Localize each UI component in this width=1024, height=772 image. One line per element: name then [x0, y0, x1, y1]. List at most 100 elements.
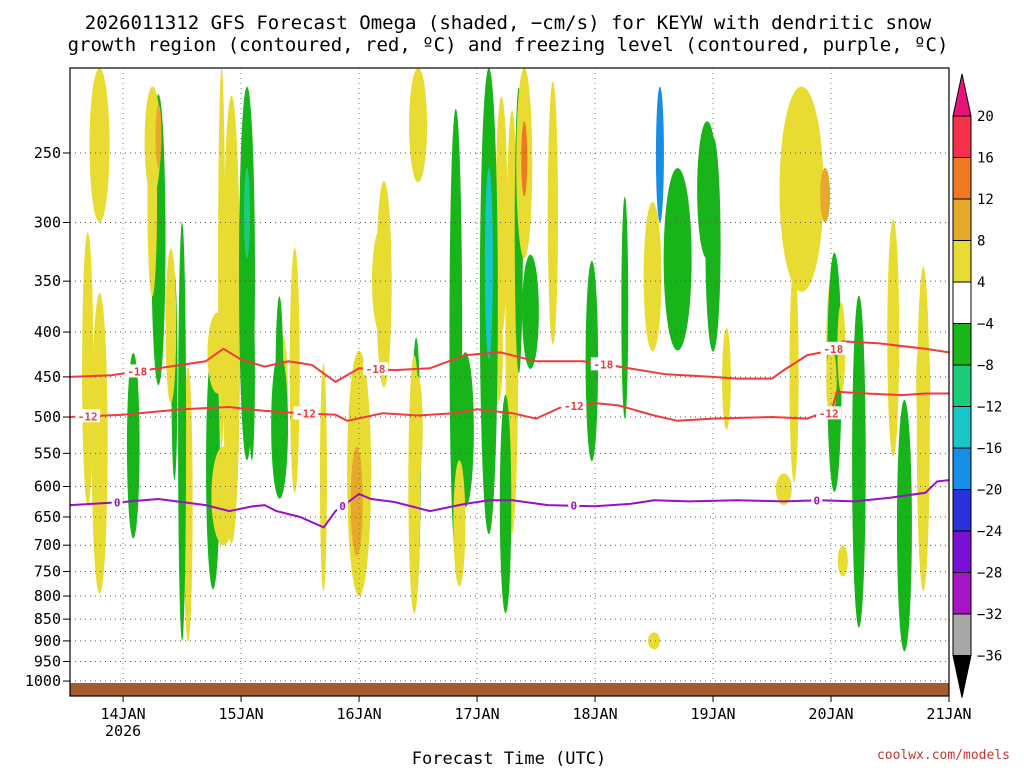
x-tick-label: 17JAN: [454, 705, 499, 723]
shade-blob: [412, 376, 423, 480]
contour-label: -18: [593, 358, 613, 371]
colorbar-label: 16: [977, 151, 994, 167]
contour-label: 0: [570, 500, 577, 513]
x-tick-label: 15JAN: [219, 705, 264, 723]
contour-label-bg: [337, 499, 349, 513]
colorbar-segment: [952, 240, 972, 283]
y-tick-label: 500: [34, 408, 61, 426]
shade-blob: [896, 399, 912, 652]
y-tick-label: 950: [34, 653, 61, 671]
colorbar-top-arrow: [952, 73, 972, 117]
contour-label-bg: [111, 495, 123, 509]
colorbar-segment: [952, 530, 972, 573]
shade-blob: [91, 293, 108, 594]
y-tick-label: 400: [34, 323, 61, 341]
y-tick-label: 550: [34, 444, 61, 462]
contour-label: 0: [114, 496, 121, 509]
colorbar-segment: [952, 447, 972, 490]
shade-blob: [697, 121, 718, 259]
shade-blob: [655, 86, 664, 223]
shade-blob: [820, 167, 831, 223]
shade-blob: [126, 352, 140, 539]
colorbar-label: 4: [977, 275, 985, 291]
x-tick-sublabel: 2026: [105, 722, 141, 740]
colorbar-label: 8: [977, 234, 985, 250]
colorbar-segment: [952, 281, 972, 324]
shade-blob: [643, 201, 662, 352]
contour-line: [69, 390, 949, 422]
colorbar-label: 12: [977, 192, 994, 208]
shade-blob: [271, 352, 289, 499]
shade-blob: [165, 248, 177, 404]
colorbar-segment: [952, 613, 972, 656]
y-tick-label: 900: [34, 632, 61, 650]
ground-strip: [70, 683, 949, 696]
x-tick-label: 21JAN: [926, 705, 971, 723]
chart-title-line2: growth region (contoured, red, ºC) and f…: [68, 34, 949, 56]
y-tick-label: 1000: [25, 672, 61, 690]
shade-blob: [789, 264, 799, 482]
shade-blob: [211, 446, 236, 546]
colorbar-label: −4: [977, 317, 994, 333]
shade-blob: [887, 219, 900, 457]
colorbar-label: −36: [977, 649, 1002, 665]
colorbar-segment: [952, 364, 972, 407]
shade-blob: [238, 86, 255, 461]
shade-blob: [522, 254, 539, 369]
colorbar-segment: [952, 572, 972, 615]
contour-label: -18: [127, 365, 147, 378]
shade-blob: [499, 395, 512, 614]
shade-blob: [376, 181, 392, 388]
x-tick-label: 14JAN: [101, 705, 146, 723]
contour-label: 0: [339, 500, 346, 513]
contour-label: -12: [819, 407, 839, 420]
shade-blob: [178, 222, 187, 641]
y-tick-label: 450: [34, 368, 61, 386]
colorbar-segment: [952, 157, 972, 200]
credit-text: coolwx.com/models: [877, 748, 1010, 763]
contour-label-bg: [820, 341, 846, 355]
shade-blob: [722, 328, 731, 430]
y-tick-label: 700: [34, 536, 61, 554]
contour-line: [69, 340, 950, 384]
contour-label-bg: [568, 498, 580, 512]
y-tick-label: 300: [34, 213, 61, 231]
contours: -18 -18 -18 -18 -12 -12 -12 -12 0 0 0 0: [69, 340, 950, 529]
y-tick-label: 800: [34, 587, 61, 605]
shade-blob: [155, 104, 162, 168]
shade-blob: [409, 68, 428, 183]
colorbar-label: −16: [977, 441, 1002, 457]
contour-label-bg: [363, 362, 389, 376]
shade-blob: [319, 363, 327, 592]
y-tick-label: 600: [34, 477, 61, 495]
x-tick-label: 16JAN: [336, 705, 381, 723]
contour-label: -18: [823, 343, 843, 356]
colorbar-label: 20: [977, 109, 994, 125]
colorbar-label: −8: [977, 358, 994, 374]
y-tick-label: 750: [34, 562, 61, 580]
contour-label-bg: [590, 357, 616, 371]
colorbar-label: −24: [977, 524, 1002, 540]
contour-label-bg: [124, 364, 150, 378]
shade-blob: [852, 295, 866, 628]
shade-blob: [621, 196, 629, 419]
contour-label-bg: [75, 409, 101, 423]
shade-blob: [453, 460, 466, 587]
contour-label: -12: [78, 410, 98, 423]
shade-blob: [495, 96, 508, 334]
colorbar-segment: [952, 115, 972, 158]
shade-blob: [243, 167, 250, 259]
shade-blob: [350, 446, 363, 556]
x-tick-label: 18JAN: [572, 705, 617, 723]
colorbar-label: −12: [977, 400, 1002, 416]
x-tick-label: 19JAN: [690, 705, 735, 723]
colorbar-segment: [952, 323, 972, 366]
shade-blob: [779, 86, 824, 292]
y-tick-label: 850: [34, 610, 61, 628]
colorbar-label: −20: [977, 483, 1002, 499]
shade-blob: [663, 167, 692, 351]
shade-blob: [521, 121, 528, 197]
y-tick-label: 650: [34, 508, 61, 526]
